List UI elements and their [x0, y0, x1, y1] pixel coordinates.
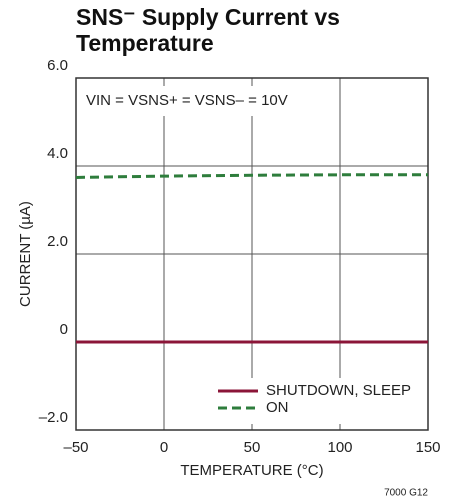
annotation: VIN = VSNS+ = VSNS– = 10V	[86, 92, 288, 109]
y-tick-label: 2.0	[47, 233, 68, 250]
x-tick-label: 150	[415, 439, 440, 456]
chart-title: SNS⁻ Supply Current vs Temperature	[76, 4, 340, 56]
legend-label: ON	[266, 399, 289, 416]
y-tick-label: –2.0	[39, 409, 68, 426]
x-tick-label: –50	[63, 439, 88, 456]
y-tick-label: 6.0	[47, 57, 68, 74]
y-axis-label: CURRENT (µA)	[17, 201, 34, 307]
y-tick-label: 4.0	[47, 145, 68, 162]
y-tick-label: 0	[60, 321, 68, 338]
plot-frame	[75, 77, 429, 431]
series-line	[75, 173, 428, 179]
legend-label: SHUTDOWN, SLEEP	[266, 382, 411, 399]
x-tick-label: 100	[327, 439, 352, 456]
x-tick-label: 0	[160, 439, 168, 456]
legend-bg	[210, 378, 424, 424]
footnote: 7000 G12	[384, 488, 428, 499]
x-axis-label: TEMPERATURE (°C)	[180, 462, 323, 479]
x-tick-label: 50	[244, 439, 261, 456]
annotation-bg	[80, 86, 310, 116]
